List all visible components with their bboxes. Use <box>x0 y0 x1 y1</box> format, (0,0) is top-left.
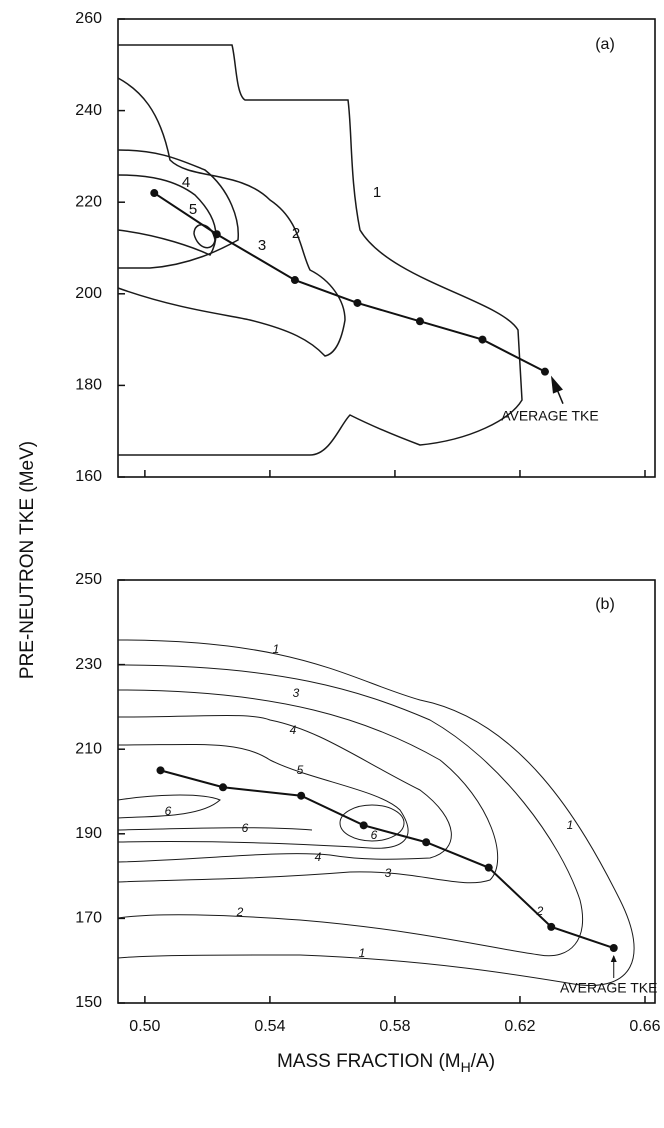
contour-line <box>117 149 239 269</box>
contour-line <box>117 174 217 256</box>
y-tick-label: 210 <box>75 740 102 757</box>
tke-point <box>478 335 487 344</box>
y-tick-label: 200 <box>75 285 102 302</box>
contour-label: 5 <box>189 201 197 218</box>
y-tick-label: 160 <box>75 468 102 485</box>
y-tick-label: 230 <box>75 656 102 673</box>
x-tick-label: 0.62 <box>504 1018 535 1035</box>
contour-line <box>117 714 452 863</box>
panel-label: (a) <box>595 36 615 53</box>
tke-point <box>609 944 618 953</box>
annotation: AVERAGE TKE <box>501 407 599 423</box>
tke-line <box>160 769 615 949</box>
x-tick-label: 0.54 <box>254 1018 285 1035</box>
panel-frame <box>117 18 656 478</box>
tke-point <box>219 783 228 792</box>
tke-point <box>547 922 556 931</box>
contour-label: 1 <box>567 818 574 832</box>
contour-line <box>118 44 523 456</box>
tke-point <box>297 791 306 800</box>
y-tick-label: 150 <box>75 994 102 1011</box>
tke-point <box>359 821 368 830</box>
contour-label: 3 <box>385 866 392 880</box>
tke-point <box>156 766 165 775</box>
contour-line <box>339 804 405 842</box>
x-axis-label-part: /A) <box>471 1051 495 1072</box>
contour-line <box>117 664 584 957</box>
contour-label: 1 <box>359 946 366 960</box>
contour-line <box>117 827 313 831</box>
contour-label: 3 <box>293 686 300 700</box>
contour-label: 5 <box>297 763 304 777</box>
x-tick-label: 0.66 <box>629 1018 660 1035</box>
y-tick-label: 240 <box>75 102 102 119</box>
contours-b <box>117 639 635 987</box>
tke-point <box>353 298 362 307</box>
contour-line <box>193 224 216 249</box>
contour-line <box>117 689 499 884</box>
x-tick-label: 0.58 <box>379 1018 410 1035</box>
contour-label: 2 <box>236 905 244 919</box>
panel-label: (b) <box>595 596 615 613</box>
contour-line <box>117 639 635 987</box>
contours-a <box>117 44 523 456</box>
annotation-arrowhead <box>610 955 617 963</box>
contour-line <box>117 77 346 357</box>
annotation: AVERAGE TKE <box>560 980 658 996</box>
x-tick-label: 0.50 <box>129 1018 160 1035</box>
y-tick-label: 170 <box>75 910 102 927</box>
contour-label: 2 <box>292 225 300 242</box>
contour-label: 4 <box>290 723 297 737</box>
y-tick-label: 220 <box>75 193 102 210</box>
y-tick-label: 180 <box>75 377 102 394</box>
tke-point <box>422 838 431 847</box>
contour-line <box>117 743 409 849</box>
contour-label: 4 <box>182 174 190 191</box>
contour-label: 1 <box>373 184 381 201</box>
tke-point <box>540 367 549 376</box>
tke-point <box>150 189 159 198</box>
contour-label: 3 <box>258 237 266 254</box>
panel-frame <box>117 579 656 1004</box>
contour-label: 6 <box>242 821 249 835</box>
x-axis-label: MASS FRACTION (MH/A) <box>277 1051 495 1075</box>
x-axis-label-sub: H <box>461 1059 471 1075</box>
contour-label: 2 <box>536 904 544 918</box>
tke-point <box>290 276 299 285</box>
contour-label: 6 <box>165 804 172 818</box>
y-tick-label: 260 <box>75 10 102 27</box>
tke-point <box>212 230 221 239</box>
y-tick-label: 190 <box>75 825 102 842</box>
y-axis-label: PRE-NEUTRON TKE (MeV) <box>17 441 38 679</box>
y-tick-label: 250 <box>75 571 102 588</box>
tke-point <box>484 863 493 872</box>
contour-label: 4 <box>315 850 322 864</box>
tke-point <box>415 317 424 326</box>
x-axis-label-part: MASS FRACTION (M <box>277 1051 461 1072</box>
contour-line <box>117 794 221 819</box>
annotation-arrowhead <box>550 375 563 394</box>
contour-label: 6 <box>371 828 378 842</box>
contour-label: 1 <box>273 642 280 656</box>
